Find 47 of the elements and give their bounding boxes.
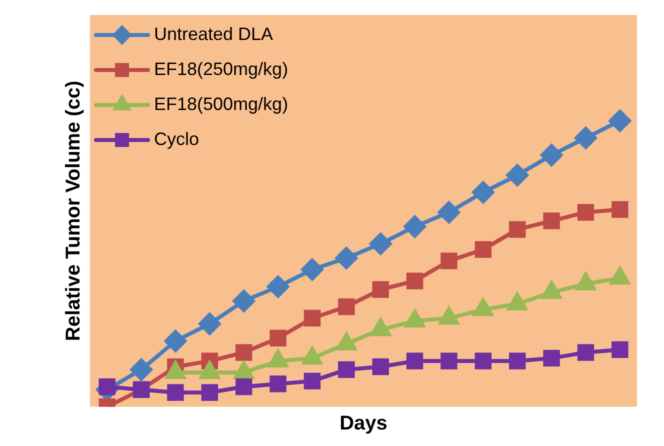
point bbox=[130, 358, 152, 381]
point bbox=[540, 144, 563, 166]
legend-label: Cyclo bbox=[154, 128, 200, 149]
point bbox=[232, 290, 255, 312]
point bbox=[335, 247, 358, 270]
point bbox=[167, 384, 184, 401]
point bbox=[440, 252, 458, 270]
point bbox=[440, 352, 458, 370]
point bbox=[372, 358, 389, 376]
point bbox=[270, 330, 286, 347]
point bbox=[577, 204, 594, 221]
point bbox=[370, 232, 392, 255]
legend-label: Untreated DLA bbox=[154, 24, 274, 44]
point bbox=[235, 344, 252, 361]
point bbox=[235, 378, 252, 396]
point bbox=[506, 164, 528, 186]
point bbox=[612, 341, 628, 358]
point bbox=[404, 216, 426, 238]
point bbox=[304, 372, 321, 390]
point bbox=[574, 126, 597, 149]
point bbox=[338, 361, 355, 378]
legend-label: EF18(500mg/kg) bbox=[154, 94, 288, 114]
y-axis-title: Relative Tumor Volume (cc) bbox=[62, 80, 85, 342]
point bbox=[406, 352, 424, 370]
point bbox=[338, 298, 355, 316]
x-axis-title: Days bbox=[340, 412, 388, 435]
point bbox=[474, 241, 492, 258]
point bbox=[304, 310, 321, 327]
point bbox=[474, 352, 492, 370]
point bbox=[543, 350, 560, 367]
point bbox=[270, 376, 286, 392]
point bbox=[164, 330, 186, 352]
point bbox=[372, 281, 389, 298]
point bbox=[472, 181, 494, 204]
point bbox=[508, 352, 526, 370]
point bbox=[301, 258, 324, 281]
point bbox=[201, 384, 218, 401]
legend-label: EF18(250mg/kg) bbox=[154, 58, 288, 79]
point bbox=[508, 221, 526, 238]
point bbox=[577, 344, 594, 361]
point bbox=[267, 276, 290, 298]
point bbox=[612, 201, 628, 218]
point bbox=[198, 312, 221, 335]
point bbox=[543, 212, 560, 230]
point bbox=[406, 272, 424, 290]
point bbox=[608, 110, 631, 132]
point bbox=[438, 201, 460, 224]
